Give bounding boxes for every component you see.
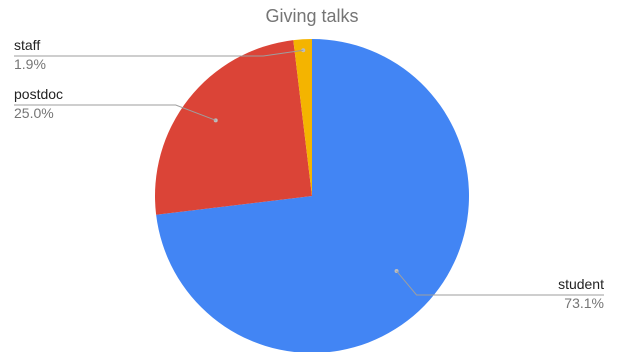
chart-title: Giving talks	[265, 6, 358, 26]
slice-label-student: student	[558, 276, 604, 292]
slice-percent-student: 73.1%	[564, 295, 604, 311]
leader-line-postdoc	[14, 104, 216, 121]
pie-labels: student 73.1% postdoc 25.0% staff 1.9%	[14, 37, 604, 311]
leader-line-staff	[14, 49, 304, 57]
slice-percent-staff: 1.9%	[14, 56, 46, 72]
slice-label-postdoc: postdoc	[14, 86, 63, 102]
pie-slice-postdoc	[155, 40, 312, 215]
pie-slice-student	[156, 39, 469, 352]
slice-percent-postdoc: 25.0%	[14, 105, 54, 121]
pie-slice-staff	[293, 39, 312, 196]
pie-slices	[155, 39, 469, 352]
leader-line-student	[396, 270, 604, 296]
slice-label-staff: staff	[14, 37, 40, 53]
